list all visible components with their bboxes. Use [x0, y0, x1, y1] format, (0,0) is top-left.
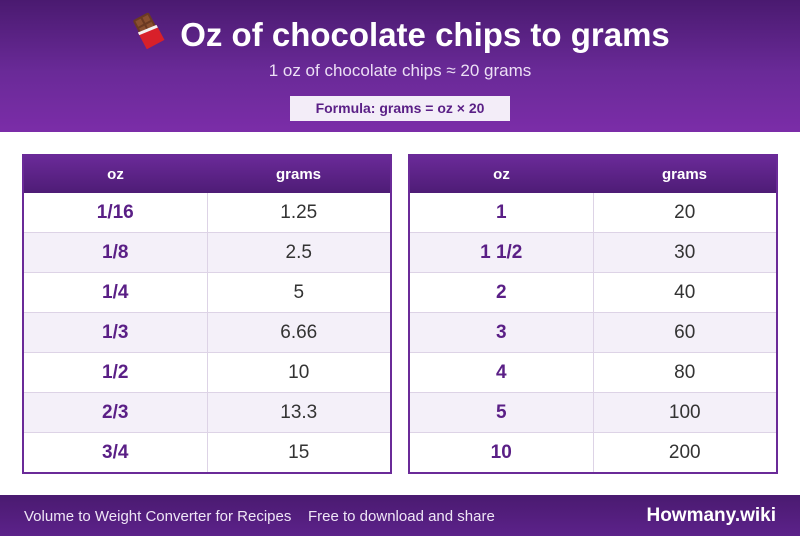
oz-cell: 10: [409, 432, 594, 473]
table-row: 3/4 15: [23, 432, 391, 473]
conversion-table-right: oz grams 1 20 1 1/2 30 2 40 3 60 4 80 5 100 10…: [408, 154, 778, 474]
oz-cell: 2: [409, 272, 594, 313]
oz-cell: 1/8: [23, 232, 208, 273]
table-header-row: oz grams: [23, 155, 391, 193]
conversion-table-left: oz grams 1/16 1.25 1/8 2.5 1/4 5 1/3 6.66 1/…: [22, 154, 392, 474]
header-banner: Oz of chocolate chips to grams 1 oz of c…: [0, 0, 800, 132]
column-header-oz: oz: [409, 155, 593, 193]
table-row: 4 80: [409, 352, 777, 393]
table-row: 1/2 10: [23, 352, 391, 393]
grams-cell: 5: [207, 272, 391, 313]
grams-cell: 15: [207, 432, 391, 473]
grams-cell: 100: [593, 392, 777, 433]
table-row: 1 20: [409, 193, 777, 233]
column-header-grams: grams: [207, 155, 391, 193]
table-header-row: oz grams: [409, 155, 777, 193]
table-row: 1/16 1.25: [23, 193, 391, 233]
table-row: 1/3 6.66: [23, 312, 391, 353]
table-row: 3 60: [409, 312, 777, 353]
oz-cell: 1 1/2: [409, 232, 594, 273]
grams-cell: 200: [593, 432, 777, 473]
grams-cell: 80: [593, 352, 777, 393]
table-row: 5 100: [409, 392, 777, 433]
footer-converter-text: Volume to Weight Converter for Recipes: [24, 508, 292, 525]
oz-cell: 3/4: [23, 432, 208, 473]
grams-cell: 60: [593, 312, 777, 353]
table-row: 2 40: [409, 272, 777, 313]
grams-cell: 20: [593, 193, 777, 233]
oz-cell: 2/3: [23, 392, 208, 433]
oz-cell: 1: [409, 193, 594, 233]
chocolate-bar-icon: [130, 11, 168, 58]
grams-cell: 40: [593, 272, 777, 313]
grams-cell: 2.5: [207, 232, 391, 273]
footer-bar: Volume to Weight Converter for Recipes F…: [0, 495, 800, 536]
grams-cell: 1.25: [207, 193, 391, 233]
oz-cell: 3: [409, 312, 594, 353]
grams-cell: 10: [207, 352, 391, 393]
oz-cell: 1/2: [23, 352, 208, 393]
oz-cell: 4: [409, 352, 594, 393]
page-title: Oz of chocolate chips to grams: [0, 11, 800, 61]
formula-badge: Formula: grams = oz × 20: [290, 96, 510, 121]
oz-cell: 5: [409, 392, 594, 433]
title-text: Oz of chocolate chips to grams: [180, 16, 670, 54]
table-row: 2/3 13.3: [23, 392, 391, 433]
table-row: 10 200: [409, 432, 777, 473]
subtitle: 1 oz of chocolate chips ≈ 20 grams: [268, 61, 532, 80]
oz-cell: 1/4: [23, 272, 208, 313]
grams-cell: 13.3: [207, 392, 391, 433]
footer-share-text: Free to download and share: [308, 508, 495, 525]
table-row: 1/4 5: [23, 272, 391, 313]
oz-cell: 1/3: [23, 312, 208, 353]
grams-cell: 30: [593, 232, 777, 273]
oz-cell: 1/16: [23, 193, 208, 233]
table-row: 1 1/2 30: [409, 232, 777, 273]
grams-cell: 6.66: [207, 312, 391, 353]
column-header-oz: oz: [23, 155, 207, 193]
column-header-grams: grams: [593, 155, 777, 193]
brand-logo-text: Howmany.wiki: [646, 505, 776, 526]
table-row: 1/8 2.5: [23, 232, 391, 273]
